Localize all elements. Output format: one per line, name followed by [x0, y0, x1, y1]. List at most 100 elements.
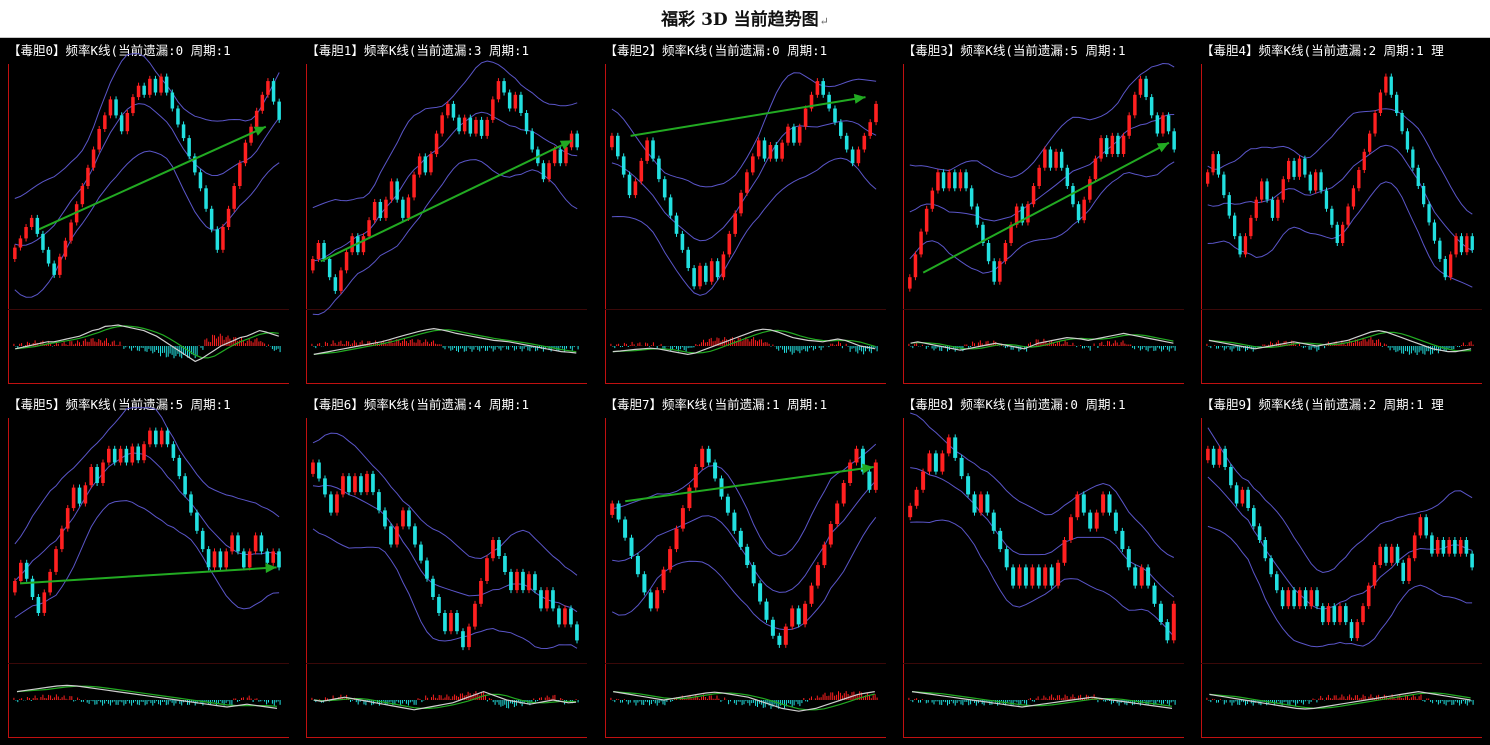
candle-body [440, 115, 445, 134]
candle-body [1166, 115, 1171, 132]
candle [69, 219, 73, 244]
candle-body [1031, 186, 1036, 205]
candlestick-chart [8, 53, 289, 384]
macd-dif-line [1209, 690, 1471, 710]
candle-body [545, 590, 550, 609]
candle [1166, 112, 1171, 135]
candle [249, 123, 253, 146]
candle [65, 505, 70, 532]
candle-body [254, 110, 259, 127]
candle [1405, 128, 1410, 153]
candle [425, 557, 430, 582]
candle-body [1287, 160, 1291, 180]
candle-body [691, 268, 696, 287]
candle-body [992, 261, 996, 282]
candlestick-chart [306, 60, 588, 384]
candle-body [159, 76, 163, 93]
candle [750, 153, 755, 176]
candle [776, 632, 781, 648]
candle [809, 582, 813, 607]
candle-body [130, 446, 135, 463]
candle [725, 493, 730, 516]
candle-body [339, 270, 343, 291]
candle [468, 114, 473, 137]
candle-body [41, 233, 45, 250]
page-title: 福彩 3D 当前趋势图↵ [661, 10, 829, 30]
candle [339, 267, 343, 294]
candle-body [539, 590, 544, 609]
candle-body [558, 149, 563, 164]
candle-body [95, 467, 99, 483]
candle [148, 75, 152, 98]
candle [1335, 221, 1339, 246]
chart-panel-6: 【毒胆6】频率K线(当前遗漏:4 周期:1 [298, 392, 596, 745]
candle-body [148, 78, 152, 95]
candle-body [615, 135, 620, 157]
candle [985, 491, 990, 516]
candle-body [249, 126, 253, 143]
candle-body [200, 530, 205, 550]
candle [1453, 537, 1457, 557]
candle-body [866, 471, 871, 490]
candle-body [425, 560, 430, 579]
candle-body [1065, 167, 1069, 186]
candle [1326, 603, 1331, 626]
candle [1407, 555, 1411, 585]
candle-body [1470, 236, 1474, 250]
candle-body [171, 444, 176, 458]
candle-body [1059, 151, 1064, 168]
candle-body [815, 565, 820, 586]
candle-body [519, 94, 523, 113]
candle-body [103, 115, 107, 129]
candle-body [243, 142, 248, 164]
macd-dif-line [612, 328, 875, 356]
candle-body [367, 220, 372, 237]
candle [103, 112, 107, 132]
candle [1297, 155, 1302, 180]
candle [641, 571, 646, 596]
middle-band-line [313, 484, 578, 613]
candle [177, 454, 182, 480]
candle [58, 253, 62, 278]
candle [834, 500, 839, 528]
candle-body [1206, 448, 1210, 461]
macd-dif-line [910, 332, 1174, 351]
candle [1120, 527, 1125, 553]
candle [1070, 183, 1075, 208]
candle-body [1351, 188, 1356, 207]
candle-body [940, 453, 945, 472]
candle-body [662, 179, 666, 198]
candle-body [513, 94, 518, 109]
candle-body [715, 261, 719, 278]
candle [699, 445, 704, 471]
candle [661, 566, 666, 594]
candle-body [407, 510, 412, 527]
macd-dea-line [314, 329, 577, 355]
candle-body [1223, 448, 1227, 467]
candle-body [86, 167, 90, 186]
candle [341, 473, 346, 498]
candle [317, 459, 322, 482]
candle [154, 427, 158, 448]
trend-arrow-line [629, 96, 866, 137]
candle [1357, 167, 1361, 192]
candle [322, 240, 327, 262]
candle [1206, 169, 1210, 187]
candle [142, 441, 146, 464]
candle-body [1121, 135, 1126, 154]
candle [1065, 164, 1069, 189]
candle [850, 146, 854, 167]
candle [329, 491, 334, 516]
candle-body [1368, 133, 1372, 152]
candle-body [271, 551, 275, 563]
candle [496, 78, 501, 103]
candle [1389, 73, 1393, 98]
candle [721, 251, 725, 281]
candle-body [991, 512, 996, 531]
lower-band-line [313, 528, 578, 650]
candle-body [686, 487, 691, 509]
candle-body [525, 113, 529, 132]
candle [371, 470, 376, 496]
candle [1048, 146, 1052, 171]
candle-body [91, 149, 96, 168]
